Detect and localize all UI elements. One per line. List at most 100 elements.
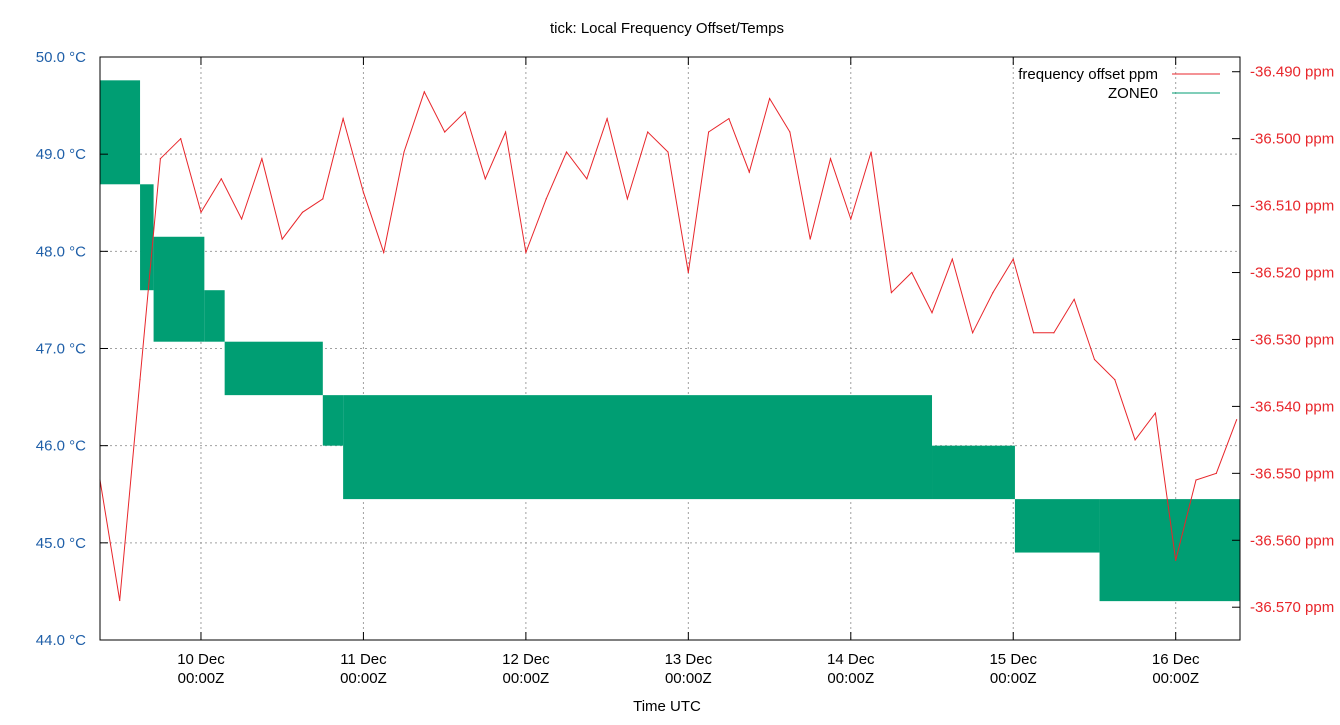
frequency-point bbox=[728, 117, 730, 120]
frequency-point bbox=[606, 117, 608, 120]
y-left-tick-label: 44.0 °C bbox=[36, 632, 86, 649]
frequency-point bbox=[119, 599, 121, 602]
frequency-point bbox=[383, 251, 385, 254]
y-right-tick-label: -36.570 ppm bbox=[1250, 599, 1334, 616]
frequency-point bbox=[931, 312, 933, 314]
frequency-point bbox=[240, 218, 243, 220]
y-left-tick-label: 46.0 °C bbox=[36, 438, 86, 455]
frequency-point bbox=[992, 292, 994, 294]
frequency-point bbox=[850, 218, 852, 220]
y-right-tick-label: -36.490 ppm bbox=[1250, 64, 1334, 81]
frequency-point bbox=[1012, 258, 1014, 260]
frequency-point bbox=[159, 158, 161, 160]
zone0-band bbox=[932, 445, 1015, 500]
y-right-tick-label: -36.500 ppm bbox=[1250, 131, 1334, 148]
x-tick-label: 14 Dec bbox=[827, 651, 875, 668]
frequency-point bbox=[972, 332, 974, 334]
frequency-point bbox=[626, 198, 629, 200]
frequency-point bbox=[1215, 472, 1217, 474]
frequency-point bbox=[261, 158, 263, 160]
zone0-band bbox=[153, 236, 205, 342]
zone0-band bbox=[343, 395, 933, 500]
frequency-point bbox=[322, 198, 324, 200]
frequency-point bbox=[789, 131, 791, 133]
frequency-point bbox=[1175, 559, 1177, 561]
x-tick-label: 00:00Z bbox=[665, 670, 712, 687]
y-right-tick-label: -36.540 ppm bbox=[1250, 398, 1334, 415]
frequency-point bbox=[951, 258, 953, 260]
frequency-point bbox=[200, 211, 202, 213]
y-right-tick-label: -36.560 ppm bbox=[1250, 532, 1334, 549]
frequency-point bbox=[911, 271, 913, 274]
frequency-point bbox=[1195, 479, 1197, 481]
frequency-point bbox=[586, 178, 588, 180]
frequency-point bbox=[809, 238, 811, 240]
x-tick-label: 15 Dec bbox=[989, 651, 1037, 668]
frequency-point bbox=[1134, 439, 1136, 441]
x-tick-label: 13 Dec bbox=[665, 651, 713, 668]
x-tick-label: 12 Dec bbox=[502, 651, 550, 668]
frequency-point bbox=[870, 151, 872, 153]
frequency-point bbox=[403, 151, 405, 153]
frequency-point bbox=[1114, 379, 1116, 381]
y-right-tick-label: -36.530 ppm bbox=[1250, 331, 1334, 348]
frequency-point bbox=[444, 131, 446, 133]
y-left-tick-label: 45.0 °C bbox=[36, 535, 86, 552]
frequency-point bbox=[890, 292, 893, 294]
frequency-point bbox=[220, 178, 222, 180]
x-tick-label: 00:00Z bbox=[340, 670, 387, 687]
zone0-band bbox=[1014, 499, 1100, 553]
x-tick-label: 00:00Z bbox=[503, 670, 550, 687]
y-left-tick-label: 50.0 °C bbox=[36, 49, 86, 66]
x-tick-label: 10 Dec bbox=[177, 651, 225, 668]
y-left-tick-label: 47.0 °C bbox=[36, 341, 86, 358]
frequency-point bbox=[545, 198, 547, 200]
frequency-point bbox=[362, 191, 365, 193]
frequency-point bbox=[768, 97, 771, 100]
frequency-point bbox=[281, 238, 283, 240]
x-tick-label: 16 Dec bbox=[1152, 651, 1200, 668]
zone0-band bbox=[100, 80, 141, 185]
legend-label-zone0: ZONE0 bbox=[1108, 85, 1158, 102]
legend-label-frequency: frequency offset ppm bbox=[1018, 66, 1158, 83]
frequency-point bbox=[1032, 332, 1035, 334]
x-axis-label: Time UTC bbox=[633, 698, 701, 715]
y-right-tick-label: -36.550 ppm bbox=[1250, 465, 1334, 482]
frequency-point bbox=[139, 379, 141, 381]
zone0-series bbox=[100, 80, 1240, 602]
frequency-point bbox=[525, 251, 527, 254]
zone0-band bbox=[322, 395, 344, 446]
frequency-point bbox=[484, 178, 486, 180]
frequency-point bbox=[667, 151, 669, 153]
zone0-band bbox=[204, 290, 225, 342]
frequency-point bbox=[748, 171, 750, 173]
x-tick-label: 00:00Z bbox=[1152, 670, 1199, 687]
zone0-band bbox=[140, 184, 154, 291]
y-right-tick-label: -36.510 ppm bbox=[1250, 198, 1334, 215]
zone0-band bbox=[224, 341, 323, 396]
y-left-tick-label: 49.0 °C bbox=[36, 146, 86, 163]
axes: 10 Dec 00:00Z 11 Dec 00:00Z 12 Dec 00:00Z 13 D… bbox=[36, 49, 1334, 687]
frequency-point bbox=[504, 131, 507, 133]
x-tick-label: 11 Dec bbox=[340, 651, 387, 668]
x-tick-label: 00:00Z bbox=[827, 670, 874, 687]
frequency-point bbox=[342, 117, 344, 120]
frequency-series bbox=[99, 90, 1238, 602]
frequency-point bbox=[464, 111, 466, 113]
x-tick-label: 00:00Z bbox=[990, 670, 1037, 687]
y-right-tick-label: -36.520 ppm bbox=[1250, 265, 1334, 282]
frequency-point bbox=[301, 211, 304, 213]
frequency-point bbox=[687, 271, 689, 274]
frequency-point bbox=[565, 151, 568, 153]
frequency-point bbox=[829, 158, 832, 160]
frequency-point bbox=[1154, 412, 1156, 414]
frequency-point bbox=[1073, 298, 1075, 300]
frequency-point bbox=[180, 138, 182, 140]
legend: frequency offset ppm ZONE0 bbox=[1018, 66, 1220, 102]
chart-title: tick: Local Frequency Offset/Temps bbox=[550, 20, 784, 37]
frequency-point bbox=[423, 91, 425, 93]
frequency-point bbox=[1093, 358, 1096, 361]
x-tick-label: 00:00Z bbox=[178, 670, 225, 687]
frequency-point bbox=[1053, 332, 1055, 334]
